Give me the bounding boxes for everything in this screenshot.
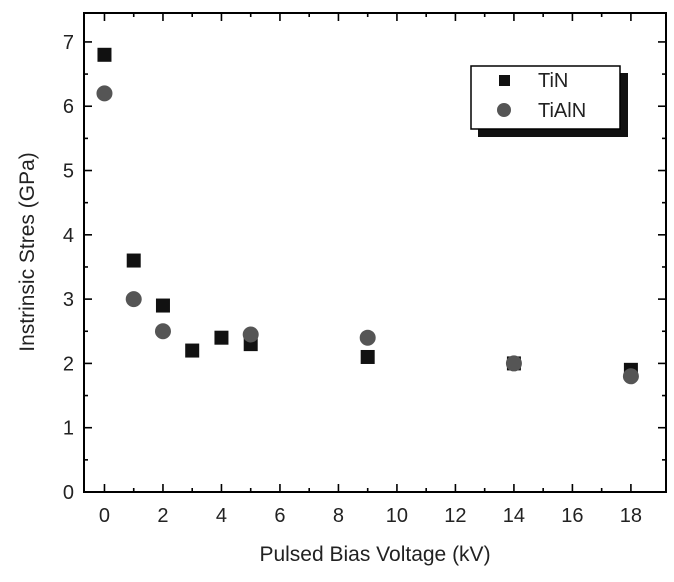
point-tin [155, 298, 170, 313]
legend-label-tialn: TiAlN [538, 100, 586, 122]
y-tick-label: 5 [63, 161, 74, 183]
x-tick-label: 8 [333, 505, 344, 527]
x-tick-label: 0 [99, 505, 110, 527]
x-tick-label: 4 [216, 505, 227, 527]
point-tialn [622, 368, 639, 385]
point-tialn [242, 326, 259, 343]
point-tialn [96, 85, 113, 102]
y-tick-label: 7 [63, 32, 74, 54]
point-tin [126, 253, 141, 268]
x-tick-label: 14 [503, 505, 525, 527]
point-tin [185, 343, 200, 358]
x-tick-label: 12 [444, 505, 466, 527]
x-axis-title: Pulsed Bias Voltage (kV) [259, 543, 490, 566]
legend: TiN TiAlN [470, 65, 628, 137]
x-tick-label: 2 [157, 505, 168, 527]
point-tin [214, 330, 229, 345]
legend-box [470, 65, 621, 130]
y-tick-label: 6 [63, 96, 74, 118]
point-tin [360, 349, 375, 364]
point-tialn [505, 355, 522, 372]
y-tick-label: 4 [63, 225, 74, 247]
plot-frame [83, 12, 667, 493]
y-tick-label: 1 [63, 418, 74, 440]
y-tick-label: 2 [63, 353, 74, 375]
point-tialn [359, 329, 376, 346]
legend-label-tin: TiN [538, 70, 568, 92]
y-axis-title: Instrinsic Stres (GPa) [16, 152, 39, 352]
x-tick-label: 16 [561, 505, 583, 527]
legend-marker-tin [499, 75, 510, 86]
y-tick-label: 0 [63, 482, 74, 504]
x-tick-label: 6 [274, 505, 285, 527]
x-tick-label: 10 [386, 505, 408, 527]
point-tialn [154, 323, 171, 340]
point-tin [97, 47, 112, 62]
legend-marker-tialn [497, 103, 511, 117]
y-tick-label: 3 [63, 289, 74, 311]
point-tialn [125, 291, 142, 308]
points-layer [96, 47, 639, 385]
x-tick-label: 18 [620, 505, 642, 527]
